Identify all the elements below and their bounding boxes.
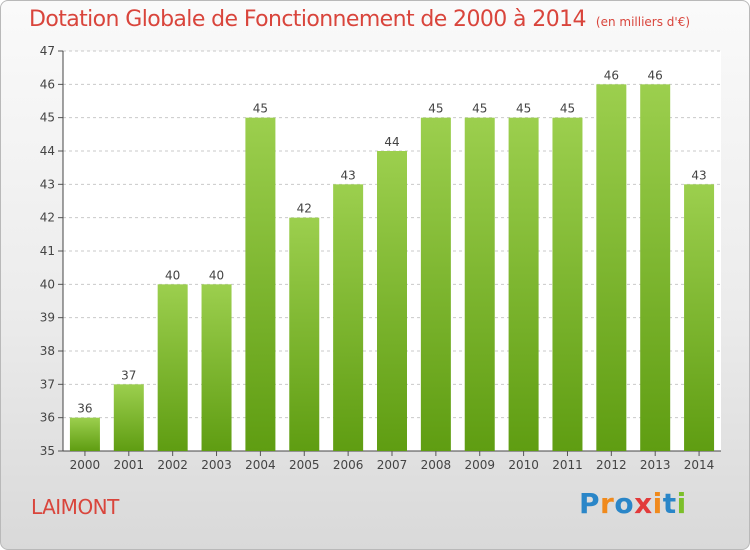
data-label-2008: 45: [428, 102, 443, 116]
unit-note: (en milliers d'€): [595, 15, 691, 29]
y-tick-label: 40: [40, 277, 55, 291]
x-tick-label-2013: 2013: [640, 458, 671, 472]
x-tick-label-2010: 2010: [508, 458, 539, 472]
logo-letter: o: [614, 487, 635, 520]
y-tick-label: 43: [40, 177, 55, 191]
y-tick-label: 36: [40, 411, 55, 425]
y-tick-label: 45: [40, 111, 55, 125]
logo-letter: i: [652, 487, 663, 520]
y-tick-label: 37: [40, 377, 55, 391]
bar-2011: [552, 117, 583, 452]
x-tick-label-2005: 2005: [289, 458, 320, 472]
x-tick-label-2004: 2004: [245, 458, 276, 472]
bar-2009: [464, 117, 495, 452]
data-label-2007: 44: [384, 135, 399, 149]
bar-2007: [377, 151, 407, 451]
chart-title-text: Dotation Globale de Fonctionnement de 20…: [29, 7, 587, 32]
data-label-2009: 45: [472, 102, 487, 116]
logo-letter: i: [676, 487, 687, 520]
y-tick-label: 41: [40, 244, 55, 258]
x-tick-label-2011: 2011: [552, 458, 583, 472]
x-tick-label-2007: 2007: [377, 458, 408, 472]
data-label-2002: 40: [165, 268, 180, 282]
bar-2000: [69, 417, 100, 451]
bar-2006: [333, 184, 364, 452]
y-tick-label: 44: [40, 144, 55, 158]
logo-letter: t: [662, 487, 677, 520]
bar-2003: [201, 284, 232, 451]
data-label-2012: 46: [604, 68, 619, 82]
bar-2012: [596, 84, 627, 451]
data-label-2010: 45: [516, 102, 531, 116]
y-tick-label: 39: [40, 311, 55, 325]
x-tick-label-2006: 2006: [333, 458, 364, 472]
bar-2014: [684, 184, 715, 452]
data-label-2004: 45: [253, 102, 268, 116]
logo-letter: r: [600, 487, 615, 520]
x-tick-label-2003: 2003: [201, 458, 232, 472]
bar-2001: [113, 384, 144, 451]
data-label-2003: 40: [209, 268, 224, 282]
bar-2010: [508, 117, 539, 452]
x-tick-label-2001: 2001: [114, 458, 145, 472]
bar-2008: [420, 117, 451, 452]
x-tick-label-2012: 2012: [596, 458, 627, 472]
data-label-2000: 36: [77, 402, 92, 416]
proxiti-logo: Proxiti: [579, 487, 687, 520]
y-tick-label: 42: [40, 211, 55, 225]
bar-2002: [157, 284, 188, 451]
bar-2013: [640, 84, 671, 451]
logo-letter: x: [634, 487, 653, 520]
data-label-2005: 42: [297, 202, 312, 216]
bar-2005: [289, 217, 320, 451]
data-label-2014: 43: [691, 168, 706, 182]
data-label-2013: 46: [648, 68, 663, 82]
y-tick-label: 47: [40, 44, 55, 58]
x-tick-label-2002: 2002: [157, 458, 188, 472]
y-tick-label: 38: [40, 344, 55, 358]
bar-2004: [245, 117, 276, 452]
logo-letter: P: [579, 487, 601, 520]
x-tick-label-2000: 2000: [70, 458, 101, 472]
data-label-2011: 45: [560, 102, 575, 116]
data-label-2006: 43: [340, 168, 355, 182]
x-tick-label-2014: 2014: [684, 458, 715, 472]
place-name: LAIMONT: [31, 495, 119, 519]
chart-title: Dotation Globale de Fonctionnement de 20…: [29, 7, 690, 32]
x-tick-label-2008: 2008: [421, 458, 452, 472]
y-tick-label: 46: [40, 77, 55, 91]
y-tick-label: 35: [40, 444, 55, 458]
x-tick-label-2009: 2009: [464, 458, 495, 472]
data-label-2001: 37: [121, 368, 136, 382]
